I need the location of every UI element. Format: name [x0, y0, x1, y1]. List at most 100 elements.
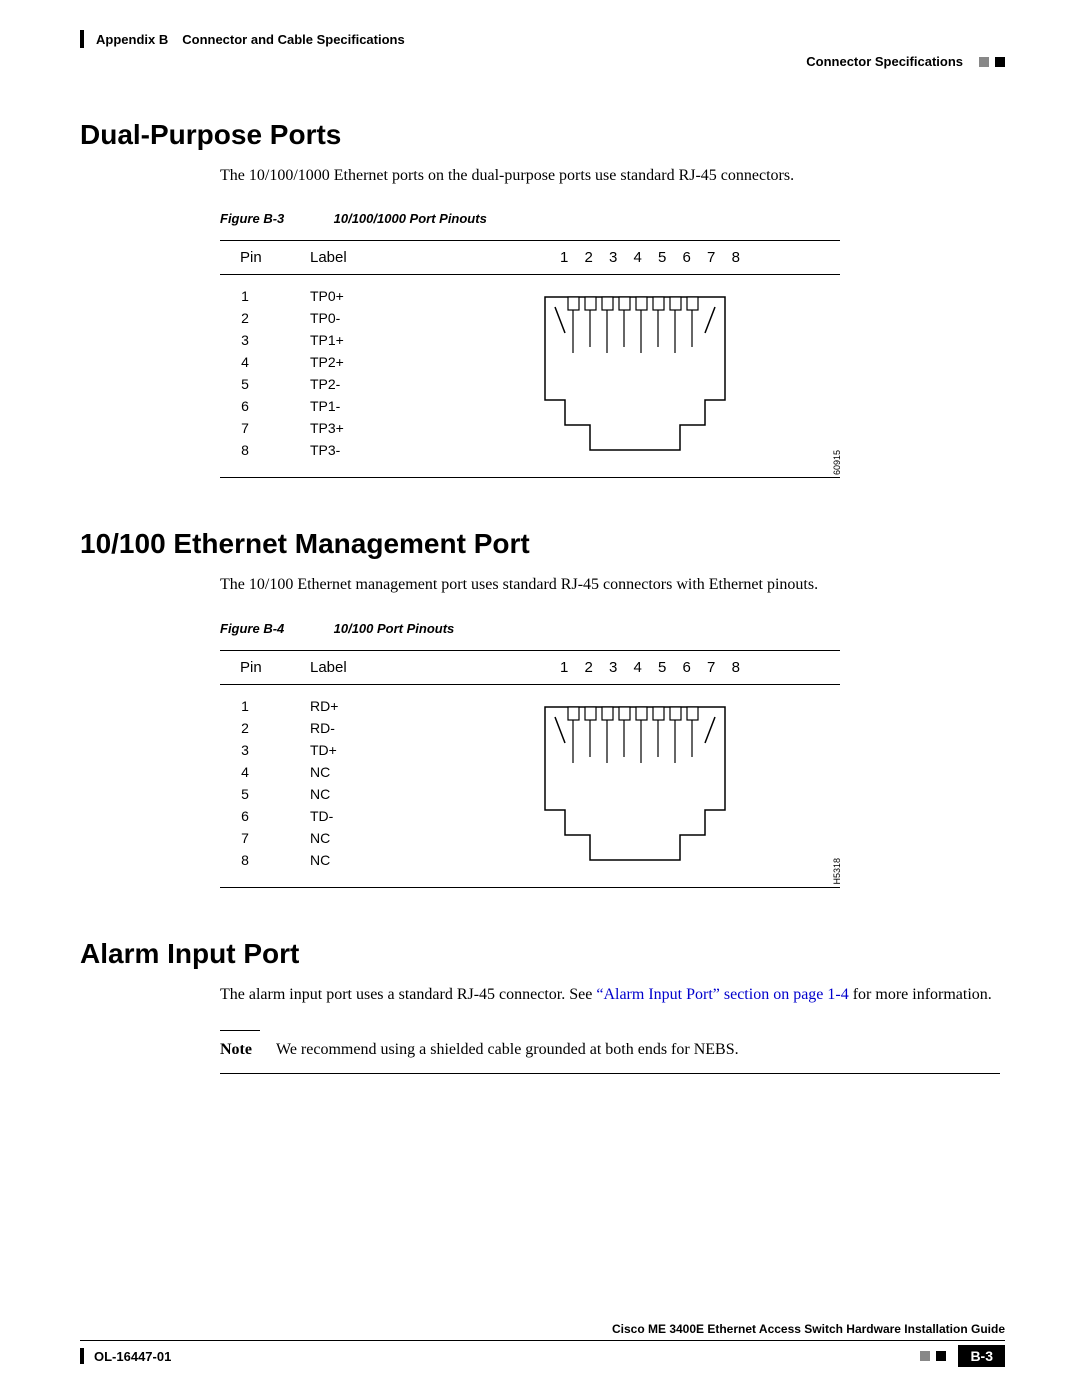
pin-label: TP3-: [310, 442, 340, 458]
col-nums: 1 2 3 4 5 6 7 8: [510, 659, 840, 676]
pin-label: TD-: [310, 808, 333, 824]
pin-label: NC: [310, 764, 330, 780]
pin-num: 2: [220, 720, 310, 736]
pin-num: 7: [220, 420, 310, 436]
text: The alarm input port uses a standard RJ-…: [220, 986, 596, 1003]
rj45-icon: [510, 695, 760, 875]
pin-num: 8: [220, 852, 310, 868]
table-row: 7NC: [220, 827, 510, 849]
pin-num: 7: [220, 830, 310, 846]
square-icon: [936, 1351, 946, 1361]
pin-num: 5: [220, 376, 310, 392]
table-row: 5TP2-: [220, 373, 510, 395]
doc-id: OL-16447-01: [94, 1349, 171, 1364]
page: Appendix B Connector and Cable Specifica…: [0, 0, 1080, 1397]
diagram-id: 60915: [832, 450, 842, 475]
pin-num: 1: [220, 288, 310, 304]
table-body: 1TP0+ 2TP0- 3TP1+ 4TP2+ 5TP2- 6TP1- 7TP3…: [220, 275, 840, 478]
rj45-diagram: [510, 285, 840, 465]
note-text: We recommend using a shielded cable grou…: [276, 1041, 739, 1059]
pin-label: TP2+: [310, 354, 344, 370]
diagram-id: H5318: [832, 858, 842, 885]
figure-number: Figure B-4: [220, 621, 330, 636]
footer-left: OL-16447-01: [80, 1348, 171, 1364]
table-row: 3TD+: [220, 739, 510, 761]
pin-num: 8: [220, 442, 310, 458]
pin-num: 2: [220, 310, 310, 326]
footer-guide: Cisco ME 3400E Ethernet Access Switch Ha…: [80, 1322, 1005, 1341]
table-row: 8NC: [220, 849, 510, 871]
pinout-table: Pin Label 1 2 3 4 5 6 7 8 1TP0+ 2TP0- 3T…: [220, 240, 840, 478]
table-body: 1RD+ 2RD- 3TD+ 4NC 5NC 6TD- 7NC 8NC: [220, 685, 840, 888]
header-top: Appendix B Connector and Cable Specifica…: [80, 30, 1005, 48]
pin-label: TP2-: [310, 376, 340, 392]
table-row: 5NC: [220, 783, 510, 805]
note-line: Note We recommend using a shielded cable…: [220, 1041, 1000, 1059]
table-row: 6TP1-: [220, 395, 510, 417]
footer-row: OL-16447-01 B-3: [80, 1345, 1005, 1367]
pin-num: 6: [220, 808, 310, 824]
figure-caption: Figure B-4 10/100 Port Pinouts: [220, 621, 1005, 636]
table-row: 2RD-: [220, 717, 510, 739]
footer: Cisco ME 3400E Ethernet Access Switch Ha…: [80, 1322, 1005, 1367]
rj45-diagram: [510, 695, 840, 875]
table-row: 7TP3+: [220, 417, 510, 439]
table-row: 1RD+: [220, 695, 510, 717]
alarm-port-link[interactable]: “Alarm Input Port” section on page 1-4: [596, 986, 848, 1003]
rule-icon: [220, 1030, 260, 1031]
pin-rows: 1TP0+ 2TP0- 3TP1+ 4TP2+ 5TP2- 6TP1- 7TP3…: [220, 285, 510, 465]
pin-label: NC: [310, 786, 330, 802]
body-text: The 10/100/1000 Ethernet ports on the du…: [220, 165, 1005, 187]
pin-label: TP0-: [310, 310, 340, 326]
table-row: 4TP2+: [220, 351, 510, 373]
pin-label: NC: [310, 830, 330, 846]
header-sub: Connector Specifications: [80, 54, 1005, 69]
body-text: The alarm input port uses a standard RJ-…: [220, 984, 1005, 1006]
square-icon: [920, 1351, 930, 1361]
table-row: 8TP3-: [220, 439, 510, 461]
pin-label: TP1+: [310, 332, 344, 348]
square-icon: [979, 57, 989, 67]
figure-title: 10/100 Port Pinouts: [334, 621, 455, 636]
col-nums: 1 2 3 4 5 6 7 8: [510, 249, 840, 266]
table-row: 6TD-: [220, 805, 510, 827]
heading-alarm-port: Alarm Input Port: [80, 938, 1005, 970]
pin-label: TP3+: [310, 420, 344, 436]
pin-num: 6: [220, 398, 310, 414]
table-header: Pin Label 1 2 3 4 5 6 7 8: [220, 650, 840, 685]
col-label: Label: [310, 249, 510, 266]
col-label: Label: [310, 659, 510, 676]
page-number: B-3: [958, 1345, 1005, 1367]
heading-mgmt-port: 10/100 Ethernet Management Port: [80, 528, 1005, 560]
table-row: 3TP1+: [220, 329, 510, 351]
pin-num: 1: [220, 698, 310, 714]
pin-num: 5: [220, 786, 310, 802]
square-icon: [995, 57, 1005, 67]
body-text: The 10/100 Ethernet management port uses…: [220, 574, 1005, 596]
appendix-label: Appendix B: [96, 32, 168, 47]
pin-num: 4: [220, 354, 310, 370]
figure-number: Figure B-3: [220, 211, 330, 226]
rj45-icon: [510, 285, 760, 465]
pin-num: 3: [220, 332, 310, 348]
col-pin: Pin: [220, 659, 310, 676]
table-row: 1TP0+: [220, 285, 510, 307]
table-row: 4NC: [220, 761, 510, 783]
pin-label: RD-: [310, 720, 335, 736]
pin-label: TP0+: [310, 288, 344, 304]
figure-caption: Figure B-3 10/100/1000 Port Pinouts: [220, 211, 1005, 226]
pin-label: NC: [310, 852, 330, 868]
col-pin: Pin: [220, 249, 310, 266]
pin-label: TP1-: [310, 398, 340, 414]
table-row: 2TP0-: [220, 307, 510, 329]
footer-right: B-3: [920, 1345, 1005, 1367]
footer-bar-icon: [80, 1348, 84, 1364]
pin-label: RD+: [310, 698, 338, 714]
note-block: Note We recommend using a shielded cable…: [220, 1030, 1000, 1074]
rule-icon: [220, 1073, 1000, 1074]
pinout-table: Pin Label 1 2 3 4 5 6 7 8 1RD+ 2RD- 3TD+…: [220, 650, 840, 888]
note-label: Note: [220, 1041, 276, 1059]
header-bar-icon: [80, 30, 84, 48]
chapter-label: Connector and Cable Specifications: [182, 32, 405, 47]
pin-label: TD+: [310, 742, 337, 758]
